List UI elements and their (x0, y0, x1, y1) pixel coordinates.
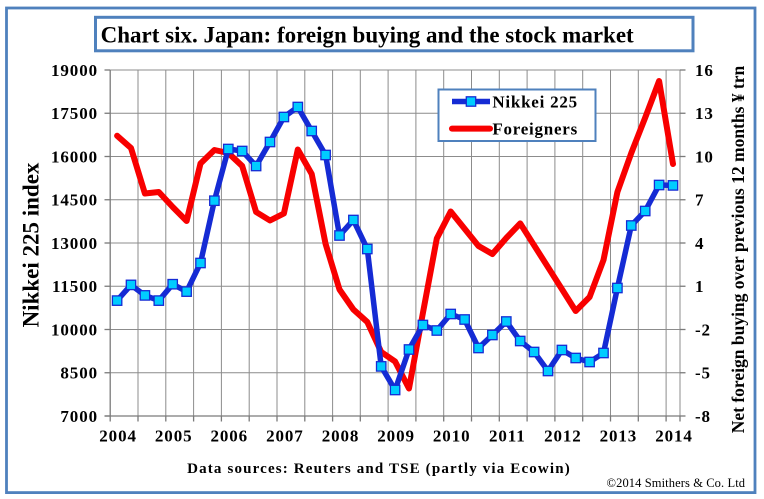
svg-text:17500: 17500 (51, 104, 98, 123)
svg-text:2006: 2006 (210, 427, 248, 446)
svg-text:19000: 19000 (51, 61, 98, 80)
svg-text:16000: 16000 (51, 147, 98, 166)
svg-text:8500: 8500 (60, 364, 98, 383)
svg-text:2012: 2012 (544, 427, 582, 446)
svg-text:Nikkei 225 index: Nikkei 225 index (19, 162, 44, 327)
svg-text:4: 4 (695, 234, 704, 253)
svg-text:10: 10 (695, 147, 714, 166)
svg-text:11500: 11500 (52, 277, 98, 296)
svg-text:10000: 10000 (51, 320, 98, 339)
svg-text:13: 13 (695, 104, 714, 123)
svg-text:2007: 2007 (266, 427, 304, 446)
svg-text:13000: 13000 (51, 234, 98, 253)
svg-text:©2014 Smithers & Co. Ltd: ©2014 Smithers & Co. Ltd (607, 476, 746, 490)
svg-text:-8: -8 (695, 407, 711, 426)
svg-text:16: 16 (695, 61, 714, 80)
svg-text:Foreigners: Foreigners (492, 119, 578, 138)
svg-text:7: 7 (695, 191, 704, 210)
svg-text:2014: 2014 (655, 427, 693, 446)
svg-text:2005: 2005 (155, 427, 193, 446)
svg-text:Net foreign buying over previo: Net foreign buying over previous 12 mont… (728, 65, 748, 433)
svg-text:Nikkei 225: Nikkei 225 (492, 92, 577, 111)
svg-text:2009: 2009 (377, 427, 415, 446)
svg-text:2013: 2013 (600, 427, 638, 446)
svg-text:2011: 2011 (489, 427, 526, 446)
svg-text:Chart six. Japan: foreign buyi: Chart six. Japan: foreign buying and the… (101, 22, 634, 47)
svg-text:2010: 2010 (433, 427, 471, 446)
svg-text:7000: 7000 (60, 407, 98, 426)
svg-text:Data sources: Reuters and TSE: Data sources: Reuters and TSE (partly vi… (187, 461, 571, 477)
svg-text:2008: 2008 (322, 427, 360, 446)
svg-text:2004: 2004 (99, 427, 137, 446)
svg-text:14500: 14500 (51, 191, 98, 210)
svg-text:-5: -5 (695, 364, 711, 383)
svg-text:1: 1 (695, 277, 704, 296)
svg-text:-2: -2 (695, 320, 711, 339)
